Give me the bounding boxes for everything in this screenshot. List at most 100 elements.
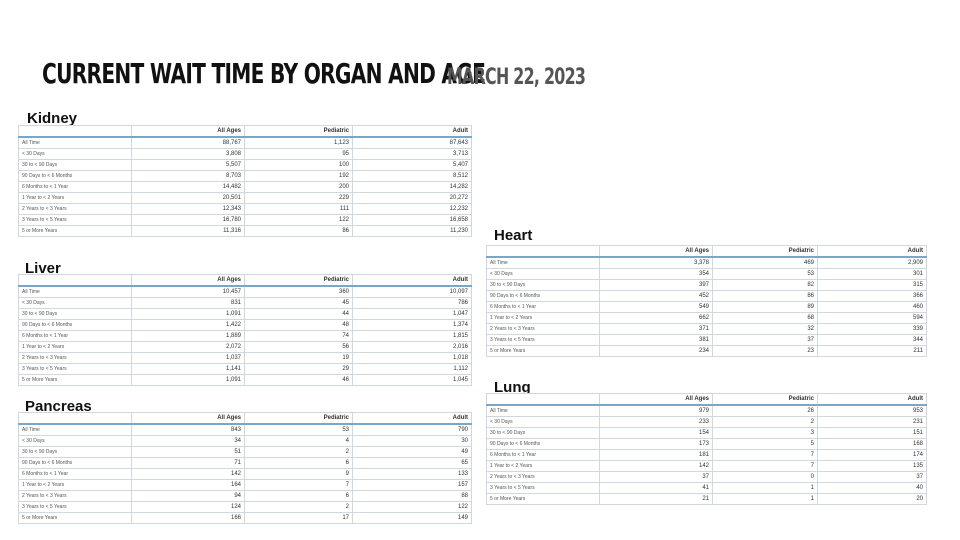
- cell-all-ages: 11,316: [131, 225, 245, 237]
- page-title: CURRENT WAIT TIME BY ORGAN AND AGE: [42, 57, 486, 90]
- cell-adult: 231: [817, 416, 927, 428]
- cell-all-ages: 14,482: [131, 181, 245, 193]
- cell-all-ages: 37: [599, 471, 713, 483]
- cell-all-ages: 21: [599, 493, 713, 505]
- cell-pediatric: 95: [244, 148, 353, 160]
- row-label: 6 Months to < 1 Year: [18, 181, 132, 193]
- cell-adult: 157: [352, 479, 472, 491]
- header-all-ages: All Ages: [599, 245, 713, 258]
- cell-adult: 174: [817, 449, 927, 461]
- cell-adult: 122: [352, 501, 472, 513]
- table-row: 90 Days to < 6 Months 173 5 168: [486, 438, 927, 450]
- cell-all-ages: 234: [599, 345, 713, 357]
- cell-adult: 135: [817, 460, 927, 472]
- cell-all-ages: 94: [131, 490, 245, 502]
- table-row: 2 Years to < 3 Years 37 0 37: [486, 471, 927, 483]
- row-label: < 30 Days: [486, 268, 600, 280]
- cell-all-ages: 662: [599, 312, 713, 324]
- table-row: 5 or More Years 11,316 86 11,230: [18, 225, 472, 237]
- cell-pediatric: 469: [712, 256, 818, 269]
- row-label: All Time: [486, 256, 600, 269]
- cell-pediatric: 44: [244, 308, 353, 320]
- table-row: 30 to < 90 Days 397 82 315: [486, 279, 927, 291]
- cell-pediatric: 9: [244, 468, 353, 480]
- table-row: 3 Years to < 5 Years 381 37 344: [486, 334, 927, 346]
- cell-pediatric: 192: [244, 170, 353, 182]
- header-all-ages: All Ages: [599, 393, 713, 406]
- cell-all-ages: 354: [599, 268, 713, 280]
- row-label: 5 or More Years: [486, 345, 600, 357]
- cell-all-ages: 1,889: [131, 330, 245, 342]
- header-all-ages: All Ages: [131, 412, 245, 425]
- table-row: 2 Years to < 3 Years 371 32 339: [486, 323, 927, 335]
- cell-all-ages: 154: [599, 427, 713, 439]
- table-row: 30 to < 90 Days 1,091 44 1,047: [18, 308, 472, 320]
- cell-adult: 1,112: [352, 363, 472, 375]
- cell-pediatric: 68: [712, 312, 818, 324]
- cell-adult: 14,282: [352, 181, 472, 193]
- cell-adult: 366: [817, 290, 927, 302]
- cell-all-ages: 16,780: [131, 214, 245, 226]
- header-pediatric: Pediatric: [244, 125, 353, 138]
- cell-all-ages: 10,457: [131, 285, 245, 298]
- cell-all-ages: 1,091: [131, 374, 245, 386]
- cell-adult: 786: [352, 297, 472, 309]
- cell-adult: 149: [352, 512, 472, 524]
- row-label: 3 Years to < 5 Years: [18, 214, 132, 226]
- table-header-row: All Ages Pediatric Adult: [18, 274, 472, 287]
- row-label: 1 Year to < 2 Years: [18, 192, 132, 204]
- header-adult: Adult: [352, 412, 472, 425]
- header-pediatric: Pediatric: [244, 412, 353, 425]
- cell-adult: 1,045: [352, 374, 472, 386]
- cell-pediatric: 56: [244, 341, 353, 353]
- cell-pediatric: 100: [244, 159, 353, 171]
- page-date: MARCH 22, 2023: [447, 65, 586, 90]
- cell-adult: 344: [817, 334, 927, 346]
- row-label: 3 Years to < 5 Years: [486, 482, 600, 494]
- row-label: 30 to < 90 Days: [18, 308, 132, 320]
- kidney-table: All Ages Pediatric Adult All Time 88,767 1,1…: [18, 125, 472, 237]
- cell-adult: 87,643: [352, 136, 472, 149]
- cell-adult: 65: [352, 457, 472, 469]
- row-label: < 30 Days: [18, 148, 132, 160]
- row-label: < 30 Days: [18, 435, 132, 447]
- table-row: 5 or More Years 21 1 20: [486, 493, 927, 505]
- heart-title: Heart: [494, 227, 533, 244]
- cell-pediatric: 111: [244, 203, 353, 215]
- header-empty: [18, 412, 132, 425]
- cell-pediatric: 48: [244, 319, 353, 331]
- row-label: 3 Years to < 5 Years: [18, 363, 132, 375]
- cell-all-ages: 1,091: [131, 308, 245, 320]
- cell-pediatric: 200: [244, 181, 353, 193]
- table-row: 6 Months to < 1 Year 1,889 74 1,815: [18, 330, 472, 342]
- cell-adult: 151: [817, 427, 927, 439]
- row-label: All Time: [18, 136, 132, 149]
- table-row: 3 Years to < 5 Years 124 2 122: [18, 501, 472, 513]
- cell-adult: 49: [352, 446, 472, 458]
- cell-adult: 30: [352, 435, 472, 447]
- cell-pediatric: 7: [712, 460, 818, 472]
- table-row: 3 Years to < 5 Years 16,780 122 16,658: [18, 214, 472, 226]
- cell-adult: 1,815: [352, 330, 472, 342]
- cell-adult: 1,047: [352, 308, 472, 320]
- cell-all-ages: 3,378: [599, 256, 713, 269]
- cell-adult: 301: [817, 268, 927, 280]
- row-label: 6 Months to < 1 Year: [18, 330, 132, 342]
- table-row: 6 Months to < 1 Year 142 9 133: [18, 468, 472, 480]
- cell-all-ages: 142: [131, 468, 245, 480]
- table-row: 3 Years to < 5 Years 41 1 40: [486, 482, 927, 494]
- header-pediatric: Pediatric: [244, 274, 353, 287]
- header-adult: Adult: [352, 125, 472, 138]
- header-empty: [486, 393, 600, 406]
- cell-pediatric: 229: [244, 192, 353, 204]
- cell-all-ages: 12,343: [131, 203, 245, 215]
- cell-adult: 12,232: [352, 203, 472, 215]
- cell-adult: 594: [817, 312, 927, 324]
- cell-pediatric: 19: [244, 352, 353, 364]
- table-row: 6 Months to < 1 Year 181 7 174: [486, 449, 927, 461]
- cell-pediatric: 23: [712, 345, 818, 357]
- cell-all-ages: 71: [131, 457, 245, 469]
- cell-all-ages: 549: [599, 301, 713, 313]
- header-empty: [18, 274, 132, 287]
- cell-all-ages: 3,808: [131, 148, 245, 160]
